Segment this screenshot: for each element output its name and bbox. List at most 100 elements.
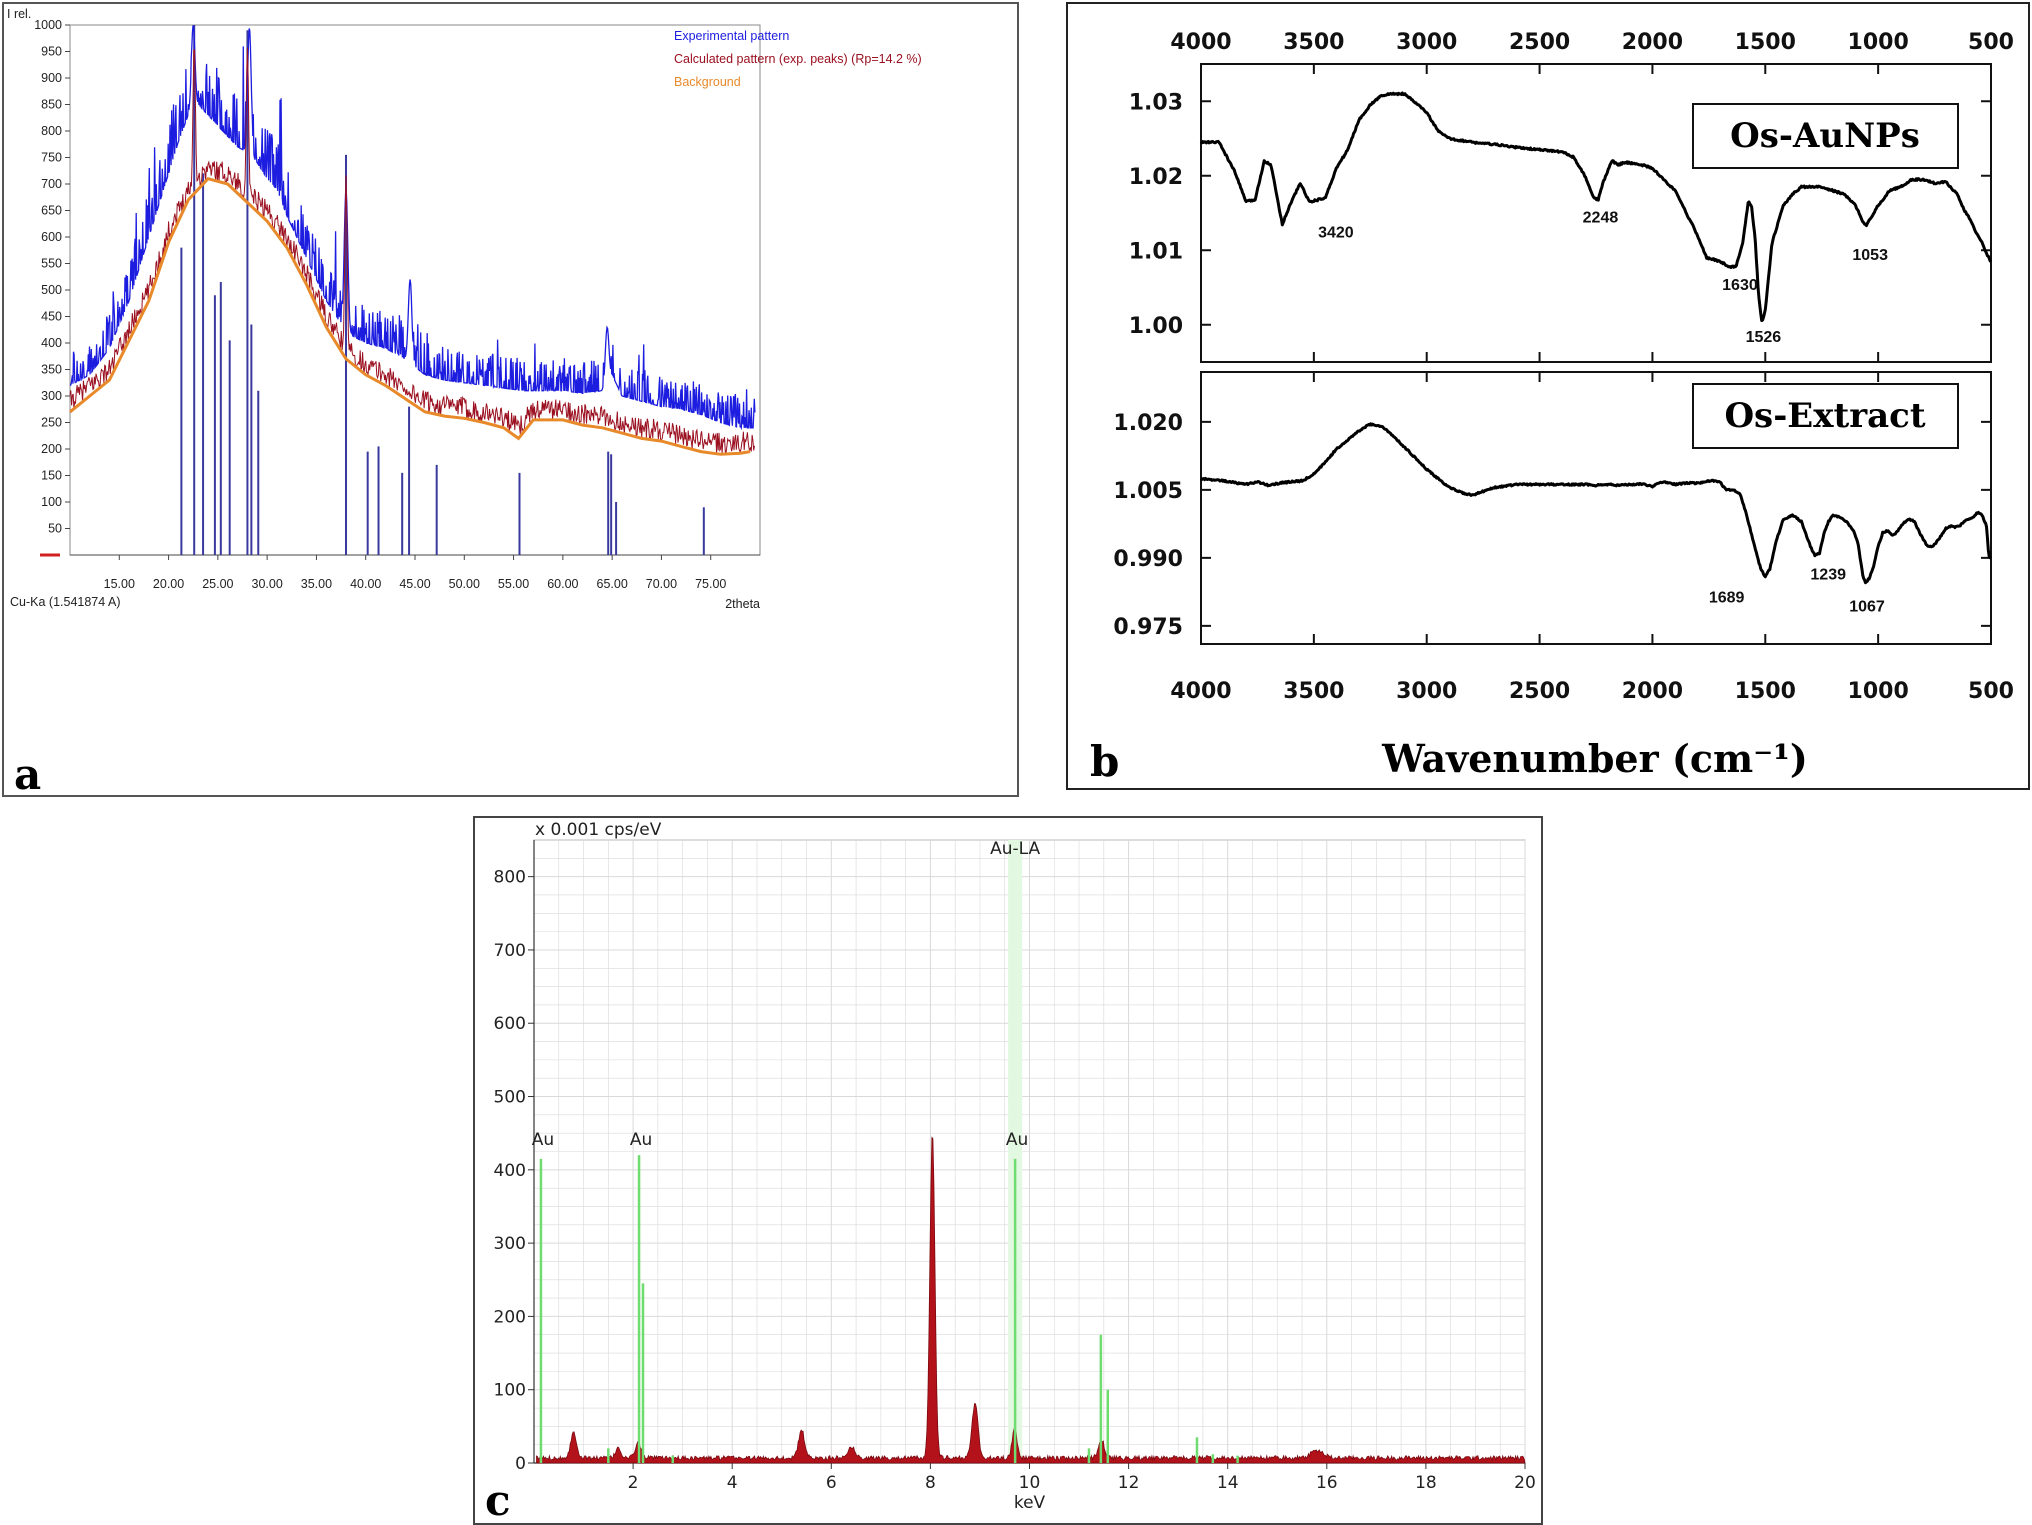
ftir-y-tick-label: 1.00 [1129,314,1183,339]
xrd-y-tick-label: 400 [41,336,62,350]
ftir-sample-label: Os-Extract [1724,396,1925,436]
xrd-legend-entry: Background [674,75,741,89]
edx-x-tick-label: 20 [1514,1473,1536,1493]
xrd-x-tick-label: 50.00 [449,577,480,591]
xrd-y-tick-label: 500 [41,283,62,297]
xrd-panel: 50 100 150 200 250 300 350 400 450 500 550 600 650 70… [2,2,1019,799]
ftir-bottom-x-tick-label: 2500 [1509,679,1570,704]
xrd-x-tick-label: 75.00 [695,577,726,591]
edx-y-tick-label: 800 [494,868,526,888]
edx-y-tick-label: 100 [494,1381,526,1401]
panel-letter-b: b [1090,737,1119,786]
xrd-y-tick-label: 550 [41,257,62,271]
xrd-x-tick-label: 25.00 [202,577,233,591]
ftir-y-tick-label: 0.990 [1113,547,1183,572]
xrd-x-tick-label: 20.00 [153,577,184,591]
panel-letter-a: a [14,750,41,799]
xrd-y-tick-label: 950 [41,45,62,59]
edx-x-tick-label: 14 [1217,1473,1239,1493]
ftir-y-tick-label: 1.01 [1129,239,1183,264]
ftir-spectrum-os-extract [1199,422,1992,585]
xrd-x-tick-label: 60.00 [547,577,578,591]
ftir-panel: 4000 4000 3500 3500 3000 3000 2500 2500 2000 2000… [1066,2,2030,790]
xrd-y-tick-label: 200 [41,442,62,456]
ftir-y-tick-label: 1.02 [1129,165,1183,190]
ftir-bottom-x-tick-label: 3500 [1283,679,1344,704]
ftir-sample-label-box [1692,103,1959,169]
ftir-bottom-x-tick-label: 2000 [1622,679,1683,704]
edx-element-label: Au [1006,1130,1028,1150]
ftir-bottom-x-tick-label: 1000 [1848,679,1909,704]
edx-x-tick-label: 8 [925,1473,936,1493]
edx-x-tick-label: 2 [628,1473,639,1493]
ftir-peak-annotation: 1689 [1709,589,1745,606]
xrd-y-tick-label: 800 [41,124,62,138]
xrd-y-axis-label: I rel. [7,7,31,21]
panel-letter-c: c [485,1476,511,1525]
edx-y-tick-label: 300 [494,1234,526,1254]
ftir-spectrum-os-aunps [1199,91,1993,323]
edx-y-tick-label: 500 [494,1088,526,1108]
xrd-experimental-pattern [69,25,756,431]
xrd-y-tick-label: 700 [41,177,62,191]
edx-chart: Au-LA 0 100 200 300 400 500 600 700 800 2 4 6 8 10 12 14… [485,820,1536,1525]
ftir-top-x-tick-label: 2500 [1509,30,1570,55]
ftir-y-tick-label: 1.020 [1113,411,1183,436]
edx-panel: Au-LA 0 100 200 300 400 500 600 700 800 2 4 6 8 10 12 14… [473,816,1543,1525]
xrd-x-tick-label: 55.00 [498,577,529,591]
ftir-peak-annotation: 1067 [1849,598,1885,615]
ftir-top-x-tick-label: 4000 [1170,30,1231,55]
edx-x-tick-label: 18 [1415,1473,1437,1493]
xrd-y-tick-label: 100 [41,495,62,509]
edx-y-tick-label: 200 [494,1307,526,1327]
xrd-y-tick-label: 850 [41,98,62,112]
edx-y-tick-label: 0 [515,1454,526,1474]
xrd-y-tick-label: 900 [41,71,62,85]
edx-element-label: Au [630,1130,652,1150]
xrd-x-axis-label: 2theta [725,597,760,611]
ftir-sample-label-box [1692,383,1959,449]
xrd-y-tick-label: 600 [41,230,62,244]
ftir-y-tick-label: 0.975 [1113,615,1183,640]
edx-x-tick-label: 10 [1019,1473,1041,1493]
edx-y-tick-label: 400 [494,1161,526,1181]
xrd-y-tick-label: 650 [41,204,62,218]
ftir-peak-annotation: 1526 [1746,329,1782,346]
ftir-y-tick-label: 1.005 [1113,479,1183,504]
xrd-x-tick-label: 45.00 [399,577,430,591]
xrd-y-tick-label: 300 [41,389,62,403]
ftir-subplot-frame [1200,371,1992,645]
ftir-top-x-tick-label: 3000 [1396,30,1457,55]
ftir-sample-label: Os-AuNPs [1730,116,1920,156]
ftir-peak-annotation: 1630 [1722,277,1758,294]
xrd-y-tick-label: 250 [41,416,62,430]
ftir-x-axis-label: Wavenumber (cm⁻¹) [1381,736,1808,781]
xrd-background-curve [69,177,751,456]
edx-spectrum [536,1136,1526,1464]
edx-y-tick-label: 700 [494,941,526,961]
edx-y-axis-label: x 0.001 cps/eV [535,820,662,840]
xrd-x-tick-label: 30.00 [252,577,283,591]
xrd-y-tick-label: 350 [41,363,62,377]
edx-x-tick-label: 16 [1316,1473,1338,1493]
edx-x-tick-label: 6 [826,1473,837,1493]
ftir-peak-annotation: 1239 [1810,567,1846,584]
ftir-top-x-tick-label: 3500 [1283,30,1344,55]
edx-element-label: Au [532,1130,554,1150]
xrd-y-tick-label: 50 [48,522,62,536]
xrd-y-tick-label: 750 [41,151,62,165]
xrd-x-tick-label: 15.00 [104,577,135,591]
edx-x-axis-label: keV [1014,1493,1046,1513]
edx-au-la-label: Au-LA [990,839,1040,859]
ftir-peak-annotation: 2248 [1583,210,1619,227]
xrd-y-tick-label: 450 [41,310,62,324]
edx-x-tick-label: 4 [727,1473,738,1493]
edx-au-la-highlight [1008,840,1023,1463]
ftir-peak-annotation: 3420 [1318,225,1354,242]
xrd-radiation-label: Cu-Ka (1.541874 A) [10,595,121,609]
ftir-chart: 4000 4000 3500 3500 3000 3000 2500 2500 2000 2000… [1090,30,2014,786]
ftir-top-x-tick-label: 2000 [1622,30,1683,55]
xrd-x-tick-label: 35.00 [301,577,332,591]
xrd-y-tick-label: 1000 [34,18,62,32]
ftir-peak-annotation: 1053 [1852,247,1888,264]
